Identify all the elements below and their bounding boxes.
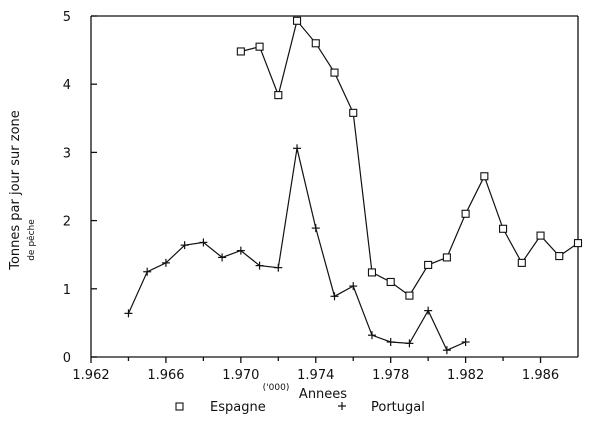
data-point-espagne [442,253,451,262]
y-axis-subtitle: de pêche [26,219,37,261]
data-point-espagne [461,209,470,218]
data-point-espagne [367,268,377,277]
data-point-portugal [124,309,133,318]
data-point-espagne [311,39,320,48]
data-point-portugal [330,292,339,301]
data-point-espagne [480,172,489,181]
data-point-portugal [461,337,470,346]
series-layer [124,16,583,355]
series-line-espagne [240,19,579,297]
data-point-espagne [330,68,339,77]
data-point-espagne [555,252,564,261]
data-point-espagne [573,239,583,248]
data-point-portugal [199,238,208,247]
data-point-portugal [236,246,245,255]
data-point-espagne [274,91,283,100]
x-axis-unit: ('000) [263,383,290,393]
data-point-espagne [499,224,508,233]
y-tick-label: 0 [63,351,71,366]
legend-marker-espagne [175,402,184,411]
series-portugal [124,144,470,355]
x-axis-title: Annees [299,387,347,402]
legend-label-espagne: Espagne [210,400,266,415]
data-point-portugal [367,331,376,340]
x-tick-label: 1.982 [447,368,484,383]
y-tick-label: 4 [63,78,71,93]
x-tick-label: 1.974 [297,368,334,383]
data-point-espagne [536,231,545,240]
data-point-portugal [293,144,302,153]
y-axis-ticks: 0 1 2 3 4 5 [63,10,97,366]
y-tick-label: 3 [63,146,71,161]
x-axis-ticks: 1.962 1.966 1.970 1.974 1.978 1.982 1.986 [72,357,559,383]
data-point-portugal [180,241,189,250]
y-tick-label: 1 [63,283,71,298]
data-point-portugal [349,282,358,291]
data-point-espagne [292,16,302,25]
data-point-portugal [386,337,395,346]
series-espagne [236,16,583,300]
x-tick-label: 1.986 [522,368,559,383]
data-point-portugal [255,261,264,270]
y-tick-label: 2 [63,215,71,230]
data-point-espagne [424,260,433,269]
data-point-portugal [143,267,152,276]
legend-label-portugal: Portugal [371,400,425,415]
data-point-espagne [236,47,245,56]
data-point-espagne [517,258,526,267]
legend: Espagne Portugal [175,400,425,415]
data-point-espagne [386,277,395,287]
x-tick-label: 1.970 [222,368,259,383]
data-point-portugal [311,224,320,233]
y-axis-title: Tonnes par jour sur zone [8,110,23,271]
x-tick-label: 1.966 [147,368,184,383]
x-tick-label: 1.978 [372,368,409,383]
data-point-portugal [405,339,414,348]
data-point-portugal [442,346,451,355]
data-point-portugal [424,306,433,315]
data-point-espagne [405,291,414,300]
data-point-portugal [161,258,170,267]
data-point-espagne [349,108,358,117]
series-line-portugal [127,148,466,351]
plot-frame [90,15,579,358]
data-point-espagne [255,42,264,51]
y-tick-label: 5 [63,10,71,25]
x-tick-label: 1.962 [72,368,109,383]
data-point-portugal [274,263,283,272]
data-point-portugal [218,253,227,262]
